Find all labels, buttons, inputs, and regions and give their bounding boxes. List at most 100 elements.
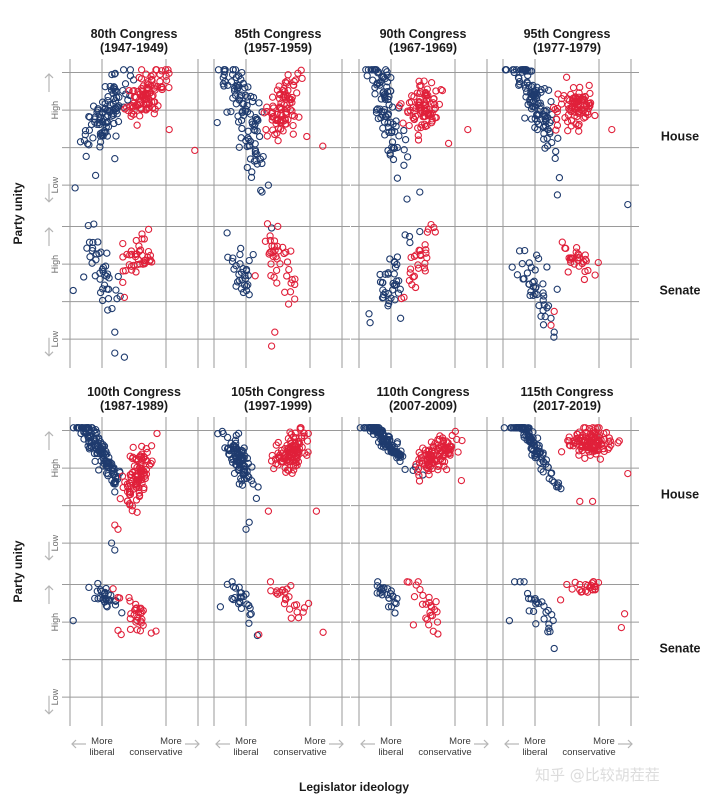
democrat-point [240,475,249,483]
down-arrow-icon [44,709,54,715]
democrat-point [536,115,544,123]
democrat-point [371,83,379,92]
democrat-point [527,434,535,442]
democrat-point [103,106,112,114]
republican-point [268,93,277,101]
democrat-point [255,99,263,107]
democrat-point [228,578,236,586]
republican-point [280,600,289,608]
democrat-point [231,91,240,99]
democrat-point [547,469,556,477]
republican-point [123,250,131,259]
republican-point [146,251,155,260]
democrat-point [232,262,240,270]
right-arrow-icon [627,739,633,749]
panel-title: 95th Congress [524,27,611,41]
democrat-point [219,74,227,82]
democrat-point [392,599,400,608]
democrat-point [518,260,526,268]
democrat-point [519,424,527,432]
republican-point [319,142,327,150]
republican-point [303,437,312,445]
republican-point [418,600,427,608]
republican-point [575,451,583,459]
republican-point [568,585,576,593]
y-tick-high: High [50,101,60,120]
panel-grid [495,571,639,726]
republican-point [552,126,560,134]
right-arrow-icon [194,739,200,749]
democrat-point [90,115,99,123]
panel-grid [62,571,206,726]
democrat-point [93,108,101,116]
republican-point [267,260,275,268]
democrat-point [356,424,364,432]
democrat-point [385,101,393,109]
democrat-point [547,314,555,322]
democrat-point [401,231,409,239]
republican-point [413,468,422,476]
republican-point [564,127,572,135]
republican-point [423,254,431,262]
republican-point [137,472,146,480]
democrat-point [236,250,244,259]
democrat-point [245,601,253,610]
democrat-point [252,494,261,503]
democrat-point [513,271,522,279]
republican-point [408,92,416,100]
democrat-point [534,254,543,263]
republican-point [132,618,140,626]
republican-point [280,249,288,258]
republican-point [281,93,289,102]
republican-point [409,621,418,629]
democrat-point [390,270,398,278]
democrat-point [544,302,553,310]
democrat-point [523,88,531,96]
democrat-point [376,270,384,279]
democrat-point [220,82,228,90]
republican-point [276,260,284,268]
democrat-point [377,428,385,437]
y-tick-low: Low [50,688,60,705]
democrat-point [538,598,546,606]
republican-point [291,295,299,303]
democrat-point [540,107,548,115]
democrat-point [533,453,541,461]
republican-point [584,442,593,451]
panel-points [69,220,156,361]
republican-point [440,462,448,470]
republican-point [399,119,407,127]
democrat-point [257,186,265,195]
republican-point [281,78,290,86]
democrat-point [248,463,256,471]
democrat-point [533,441,541,449]
panel-title: 85th Congress [235,27,322,41]
democrat-point [227,107,235,116]
republican-point [131,93,140,102]
panel-grid [351,571,495,726]
republican-point [434,630,442,638]
republican-point [425,593,433,602]
democrat-point [223,433,232,442]
democrat-point [241,107,249,115]
democrat-point [245,256,253,265]
republican-point [578,440,586,449]
democrat-point [96,288,105,297]
democrat-point [400,146,408,154]
democrat-point [386,255,394,263]
republican-point [427,460,436,468]
democrat-point [363,72,371,80]
republican-point [286,105,295,114]
democrat-point [366,319,374,327]
republican-point [281,464,289,472]
republican-point [575,120,583,129]
republican-point [274,137,282,145]
democrat-point [229,254,237,262]
democrat-point [100,459,108,467]
democrat-point [545,624,553,632]
axis-labels: High Low House High Low Senate Party unity High… [11,73,701,794]
democrat-point [111,328,119,336]
democrat-point [501,66,510,74]
republican-point [135,73,143,82]
republican-point [267,247,275,256]
